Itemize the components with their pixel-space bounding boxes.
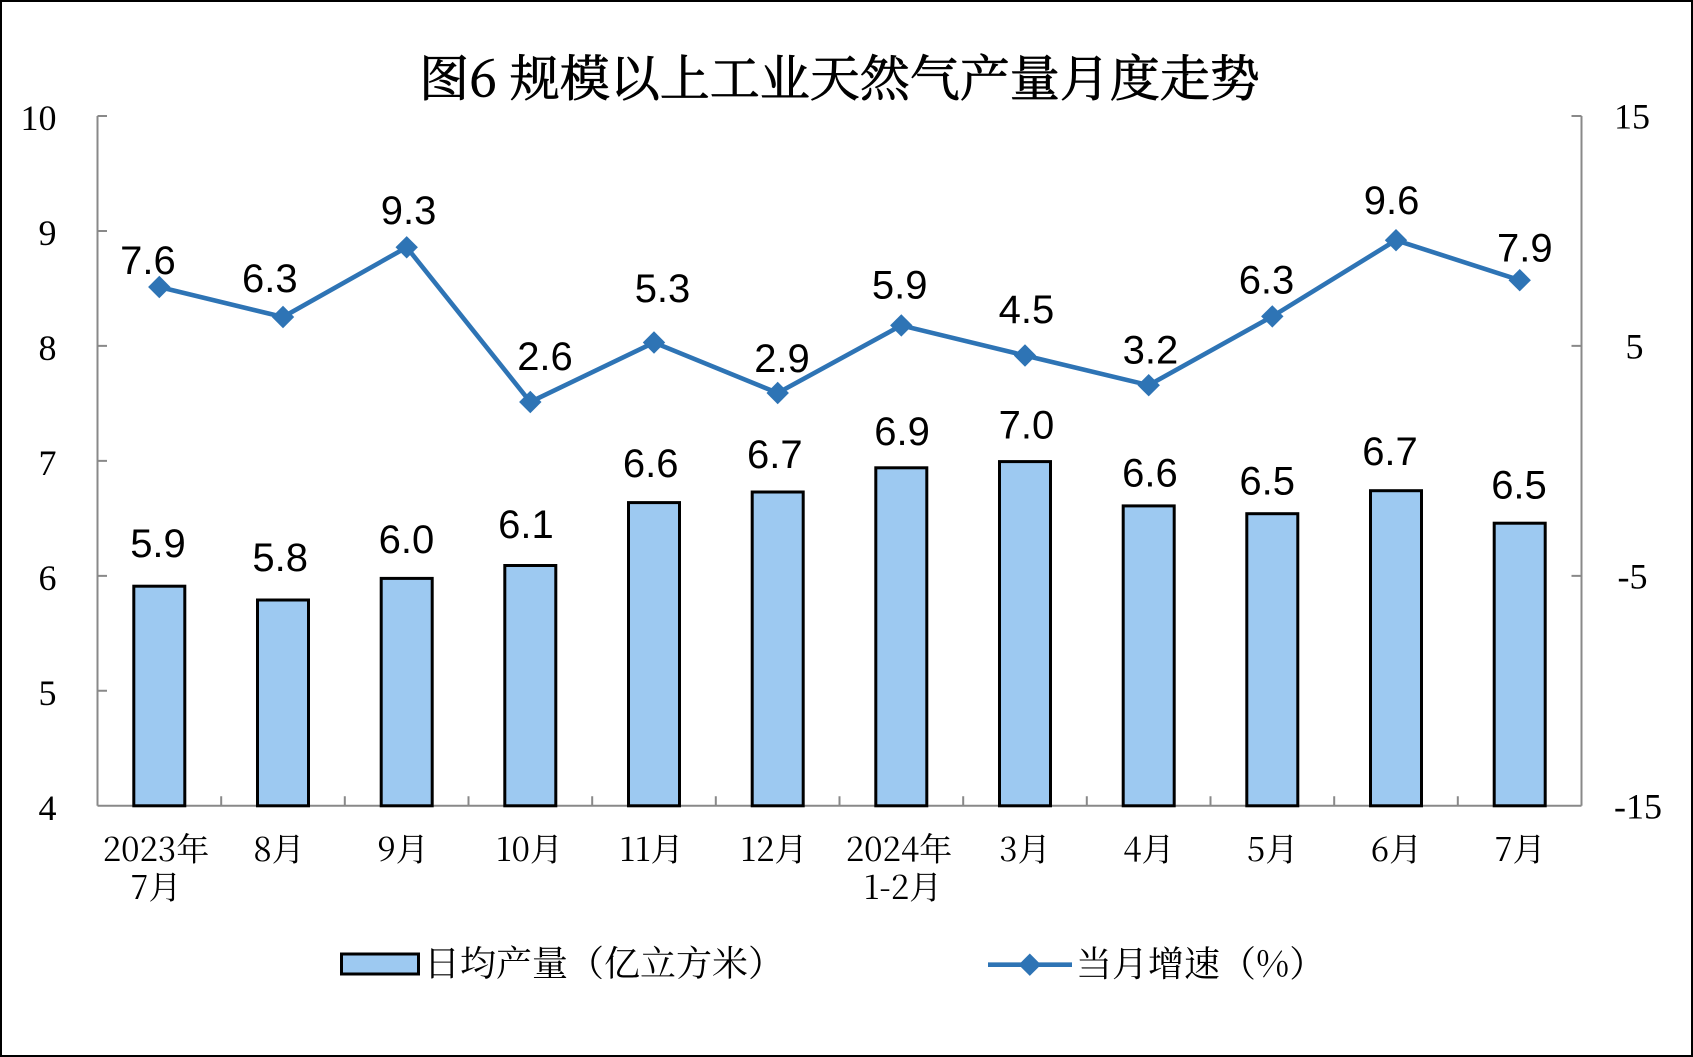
svg-text:5.3: 5.3 xyxy=(635,267,691,311)
svg-text:8: 8 xyxy=(39,328,57,368)
svg-text:7.0: 7.0 xyxy=(999,403,1055,447)
svg-text:6.7: 6.7 xyxy=(1362,430,1418,474)
svg-text:6.3: 6.3 xyxy=(1239,259,1295,303)
svg-text:6: 6 xyxy=(39,558,57,598)
svg-text:4: 4 xyxy=(39,788,57,828)
svg-text:9.6: 9.6 xyxy=(1364,179,1420,223)
svg-text:5.9: 5.9 xyxy=(130,522,186,566)
svg-text:9: 9 xyxy=(39,213,57,253)
svg-text:10: 10 xyxy=(21,98,57,138)
svg-text:6.5: 6.5 xyxy=(1239,460,1295,504)
svg-text:6.9: 6.9 xyxy=(874,410,930,454)
svg-text:6.6: 6.6 xyxy=(1122,451,1178,495)
svg-text:9.3: 9.3 xyxy=(381,189,437,233)
svg-text:6.1: 6.1 xyxy=(498,503,554,547)
svg-text:6.6: 6.6 xyxy=(623,442,679,486)
svg-text:6.0: 6.0 xyxy=(379,518,435,562)
svg-text:5: 5 xyxy=(1626,326,1644,366)
svg-text:15: 15 xyxy=(1614,97,1650,137)
svg-text:4.5: 4.5 xyxy=(999,288,1055,332)
svg-text:5: 5 xyxy=(39,673,57,713)
svg-text:6.5: 6.5 xyxy=(1491,464,1547,508)
svg-text:6.3: 6.3 xyxy=(242,257,298,301)
svg-text:-15: -15 xyxy=(1614,786,1662,826)
svg-text:7.9: 7.9 xyxy=(1497,226,1553,270)
svg-text:-5: -5 xyxy=(1618,556,1648,596)
svg-text:5.9: 5.9 xyxy=(872,264,928,308)
svg-text:7.6: 7.6 xyxy=(120,239,176,283)
svg-text:7: 7 xyxy=(39,443,57,483)
svg-text:5.8: 5.8 xyxy=(252,536,308,580)
svg-text:2.9: 2.9 xyxy=(754,337,810,381)
svg-text:6.7: 6.7 xyxy=(747,433,803,477)
svg-text:2.6: 2.6 xyxy=(517,335,573,379)
svg-text:3.2: 3.2 xyxy=(1123,329,1179,373)
